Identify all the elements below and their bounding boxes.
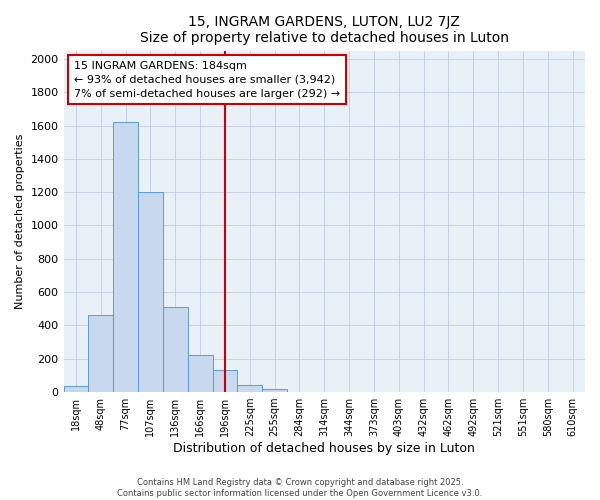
Bar (88, 316, 113, 392)
Y-axis label: Number of detached properties: Number of detached properties (15, 134, 25, 309)
Bar (238, 384, 262, 392)
Text: Contains HM Land Registry data © Crown copyright and database right 2025.
Contai: Contains HM Land Registry data © Crown c… (118, 478, 482, 498)
Bar (64, 386, 88, 392)
Bar (212, 370, 238, 392)
Bar (262, 389, 287, 392)
X-axis label: Distribution of detached houses by size in Luton: Distribution of detached houses by size … (173, 442, 475, 455)
Bar (138, 192, 163, 392)
Text: 15 INGRAM GARDENS: 184sqm
← 93% of detached houses are smaller (3,942)
7% of sem: 15 INGRAM GARDENS: 184sqm ← 93% of detac… (74, 61, 340, 99)
Bar (188, 356, 212, 392)
Bar (113, 122, 138, 392)
Bar (163, 307, 188, 392)
Title: 15, INGRAM GARDENS, LUTON, LU2 7JZ
Size of property relative to detached houses : 15, INGRAM GARDENS, LUTON, LU2 7JZ Size … (140, 15, 509, 45)
